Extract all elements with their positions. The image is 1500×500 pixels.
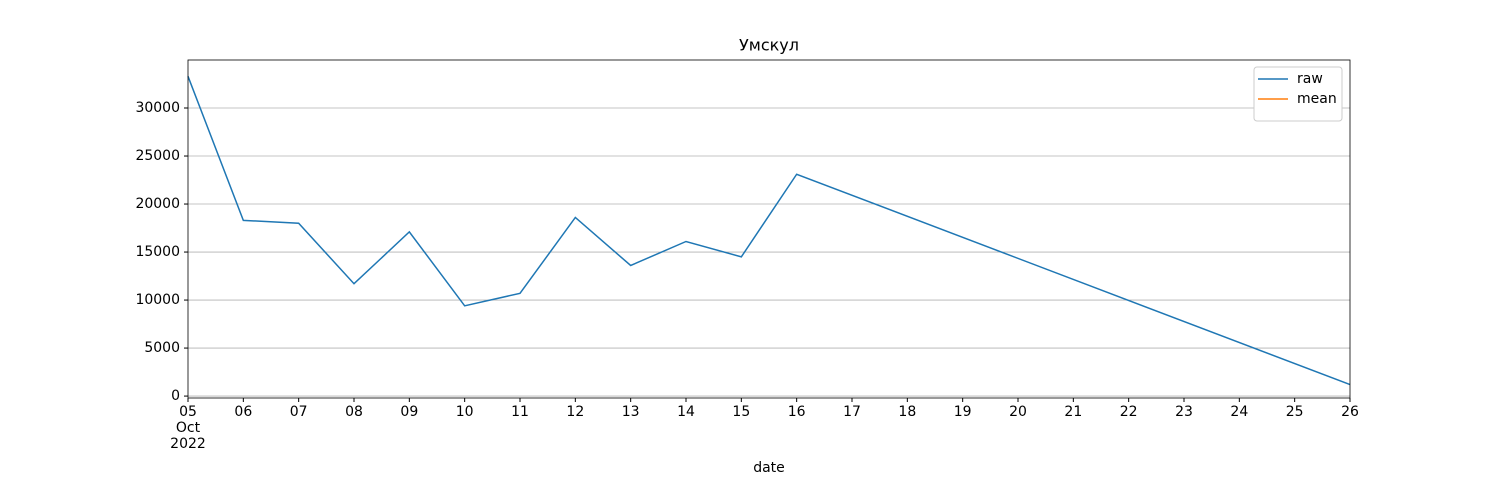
x-tick-label: 15 bbox=[732, 404, 751, 420]
x-tick-label: 10 bbox=[455, 404, 474, 420]
x-tick-label: 05 Oct 2022 bbox=[170, 404, 206, 452]
legend-box bbox=[1253, 66, 1343, 122]
x-tick-label: 09 bbox=[400, 404, 419, 420]
x-tick-label: 26 bbox=[1341, 404, 1359, 420]
chart-title: Умскул bbox=[739, 36, 799, 55]
x-tick-label: 06 bbox=[234, 404, 253, 420]
y-tick-label: 0 bbox=[171, 388, 180, 404]
y-tick-label: 15000 bbox=[135, 244, 180, 260]
x-tick-label: 23 bbox=[1175, 404, 1193, 420]
x-tick-label: 18 bbox=[898, 404, 917, 420]
x-tick-label: 14 bbox=[677, 404, 695, 420]
y-tick-label: 5000 bbox=[144, 340, 180, 356]
x-tick-label: 20 bbox=[1009, 404, 1027, 420]
x-tick-label: 08 bbox=[345, 404, 363, 420]
y-tick-label: 25000 bbox=[135, 148, 180, 164]
y-tick-label: 10000 bbox=[135, 292, 180, 308]
x-tick-label: 12 bbox=[566, 404, 585, 420]
x-tick-label: 24 bbox=[1230, 404, 1249, 420]
legend-label: mean bbox=[1297, 91, 1337, 107]
x-tick-label: 19 bbox=[953, 404, 972, 420]
plot-frame bbox=[187, 59, 1351, 399]
x-tick-label: 17 bbox=[843, 404, 861, 420]
x-tick-label: 22 bbox=[1119, 404, 1138, 420]
x-tick-label: 11 bbox=[511, 404, 529, 420]
x-tick-label: 07 bbox=[289, 404, 308, 420]
x-tick-label: 16 bbox=[787, 404, 806, 420]
x-axis-label: date bbox=[753, 460, 785, 476]
legend-label: raw bbox=[1297, 71, 1323, 87]
x-tick-label: 25 bbox=[1285, 404, 1304, 420]
line-series bbox=[187, 76, 1351, 386]
x-tick-label: 21 bbox=[1064, 404, 1083, 420]
x-tick-label: 13 bbox=[621, 404, 640, 420]
y-tick-label: 20000 bbox=[135, 196, 180, 212]
y-tick-label: 30000 bbox=[135, 100, 180, 116]
